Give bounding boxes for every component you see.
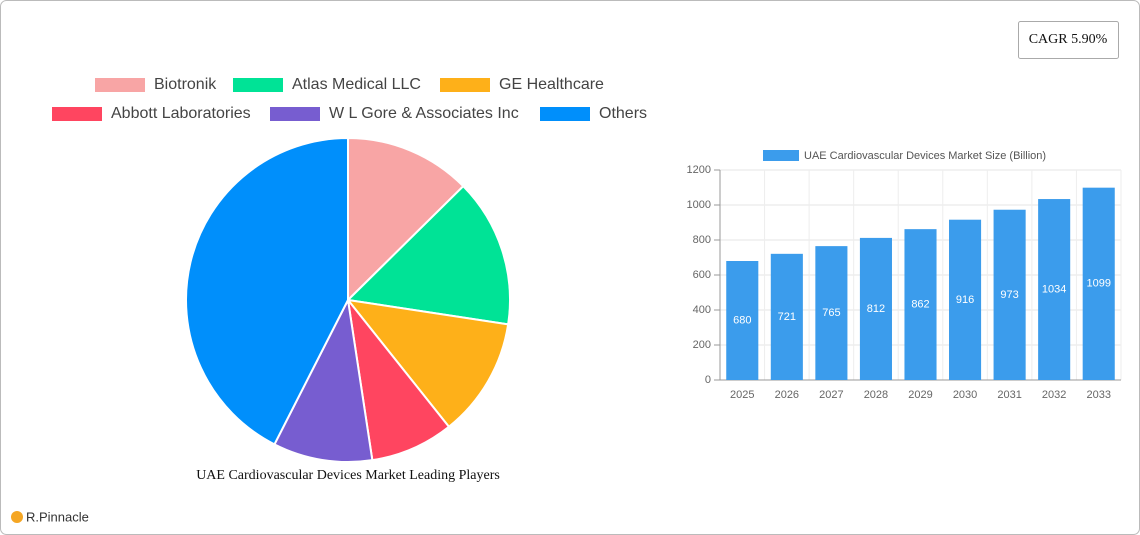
bar xyxy=(949,219,982,380)
bar-value-label: 1034 xyxy=(1042,283,1066,295)
x-tick-label: 2031 xyxy=(997,389,1021,401)
bar-value-label: 812 xyxy=(867,303,885,315)
legend-swatch xyxy=(270,107,320,121)
bar-value-label: 862 xyxy=(911,298,929,310)
x-tick-label: 2033 xyxy=(1086,389,1110,401)
x-tick-label: 2032 xyxy=(1042,389,1066,401)
legend-label: UAE Cardiovascular Devices Market Size (… xyxy=(804,150,1046,162)
cagr-label: CAGR 5.90% xyxy=(1029,32,1108,47)
x-tick-label: 2026 xyxy=(775,389,799,401)
pie-slice xyxy=(185,136,349,446)
cagr-box xyxy=(1018,21,1119,59)
legend-swatch xyxy=(540,107,590,121)
bar-value-label: 680 xyxy=(733,314,751,326)
bar-value-label: 1099 xyxy=(1086,278,1110,290)
y-tick-label: 400 xyxy=(693,304,711,316)
legend-swatch xyxy=(233,78,283,92)
legend-swatch xyxy=(440,78,490,92)
x-tick-label: 2029 xyxy=(908,389,932,401)
x-tick-label: 2025 xyxy=(730,389,754,401)
bar-value-label: 765 xyxy=(822,307,840,319)
pie-slice xyxy=(347,136,465,303)
bar xyxy=(815,246,848,380)
y-tick-label: 600 xyxy=(693,269,711,281)
x-tick-label: 2028 xyxy=(864,389,888,401)
legend-swatch xyxy=(763,150,799,161)
bar xyxy=(770,253,803,380)
bar xyxy=(1038,199,1071,380)
bar-value-label: 916 xyxy=(956,294,974,306)
legend-swatch xyxy=(95,78,145,92)
y-tick-label: 200 xyxy=(693,339,711,351)
x-tick-label: 2027 xyxy=(819,389,843,401)
bar xyxy=(993,209,1026,380)
bar xyxy=(726,261,759,380)
pie-slice xyxy=(345,184,511,326)
bar xyxy=(1082,187,1115,380)
pie-slice xyxy=(273,296,374,463)
y-tick-label: 800 xyxy=(693,234,711,246)
bar-value-label: 721 xyxy=(778,311,796,323)
legend-label: Others xyxy=(599,105,647,122)
bar-value-label: 973 xyxy=(1000,289,1018,301)
bar xyxy=(859,237,892,380)
y-tick-label: 1000 xyxy=(687,199,711,211)
pie-slice xyxy=(345,298,510,429)
y-tick-label: 0 xyxy=(705,374,711,386)
legend-swatch xyxy=(52,107,102,121)
brand: R.Pinnacle xyxy=(26,509,89,524)
y-tick-label: 1200 xyxy=(687,164,711,176)
logo-icon xyxy=(11,511,23,523)
bar xyxy=(904,229,937,380)
legend-label: Atlas Medical LLC xyxy=(292,76,421,93)
legend-label: Biotronik xyxy=(154,76,217,93)
pie-title: UAE Cardiovascular Devices Market Leadin… xyxy=(196,468,500,483)
legend-label: Abbott Laboratories xyxy=(111,105,251,122)
legend-label: GE Healthcare xyxy=(499,76,604,93)
x-tick-label: 2030 xyxy=(953,389,977,401)
legend-label: W L Gore & Associates Inc xyxy=(329,105,519,122)
